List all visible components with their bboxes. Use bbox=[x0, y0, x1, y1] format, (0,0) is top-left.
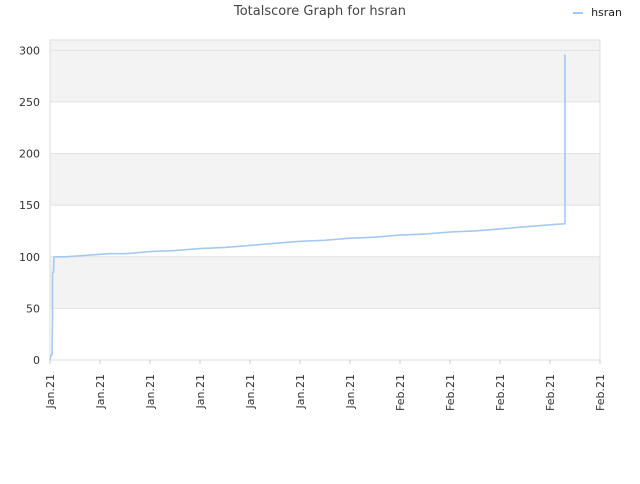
y-tick-label: 250 bbox=[19, 96, 40, 109]
chart-title: Totalscore Graph for hsran bbox=[233, 4, 406, 19]
x-tick-label: Jan.21 bbox=[144, 374, 157, 409]
x-tick-label: Jan.21 bbox=[344, 374, 357, 409]
grid-band bbox=[50, 40, 600, 51]
legend: hsran bbox=[573, 6, 622, 19]
y-tick-label: 0 bbox=[33, 354, 40, 367]
x-tick-label: Feb.21 bbox=[544, 374, 557, 411]
x-tick-label: Feb.21 bbox=[494, 374, 507, 411]
y-tick-label: 50 bbox=[26, 302, 40, 315]
x-tick-label: Jan.21 bbox=[44, 374, 57, 409]
x-tick-label: Jan.21 bbox=[294, 374, 307, 409]
plot-frame bbox=[49, 39, 601, 361]
grid-band bbox=[50, 153, 600, 206]
x-tick-label: Feb.21 bbox=[444, 374, 457, 411]
grid-band bbox=[50, 256, 600, 309]
x-tick-label: Feb.21 bbox=[394, 374, 407, 411]
y-tick-label: 200 bbox=[19, 148, 40, 161]
x-tick-label: Feb.21 bbox=[594, 374, 607, 411]
y-tick-label: 150 bbox=[19, 199, 40, 212]
x-tick-label: Jan.21 bbox=[244, 374, 257, 409]
y-tick-label: 100 bbox=[19, 251, 40, 264]
legend-swatch bbox=[573, 11, 584, 14]
y-tick-label: 300 bbox=[19, 44, 40, 57]
x-tick-label: Jan.21 bbox=[94, 374, 107, 409]
legend-label: hsran bbox=[591, 6, 622, 19]
series-line bbox=[49, 54, 566, 361]
x-tick-label: Jan.21 bbox=[194, 374, 207, 409]
grid-band bbox=[50, 50, 600, 102]
